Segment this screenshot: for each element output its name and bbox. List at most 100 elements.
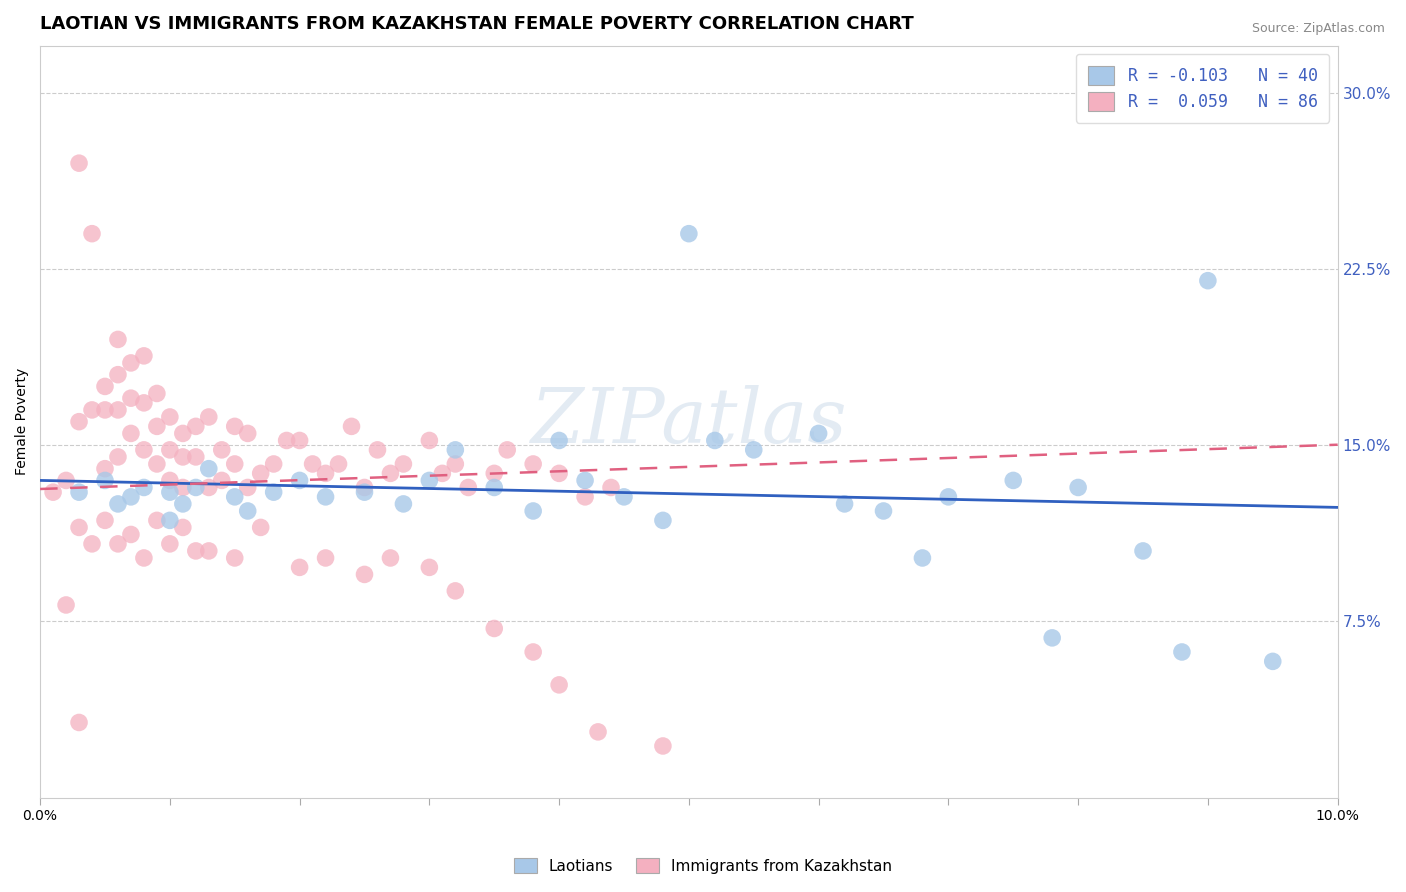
Point [146, 457, 169, 471]
Point [1197, 274, 1219, 288]
Point [236, 504, 259, 518]
Point [249, 520, 271, 534]
Point [159, 409, 181, 424]
Point [301, 457, 323, 471]
Point [249, 467, 271, 481]
Point [55, 474, 77, 488]
Point [42, 485, 65, 500]
Point [600, 480, 623, 494]
Point [288, 560, 311, 574]
Point [184, 450, 207, 464]
Point [548, 467, 571, 481]
Point [67, 715, 90, 730]
Point [184, 480, 207, 494]
Point [574, 490, 596, 504]
Point [703, 434, 725, 448]
Point [392, 457, 415, 471]
Point [484, 480, 506, 494]
Point [94, 379, 117, 393]
Point [172, 426, 194, 441]
Point [67, 520, 90, 534]
Point [1002, 474, 1025, 488]
Point [107, 368, 129, 382]
Point [172, 480, 194, 494]
Point [263, 457, 285, 471]
Point [1261, 654, 1284, 668]
Point [80, 227, 103, 241]
Point [67, 415, 90, 429]
Y-axis label: Female Poverty: Female Poverty [15, 368, 30, 475]
Point [1067, 480, 1090, 494]
Point [159, 474, 181, 488]
Point [807, 426, 830, 441]
Point [496, 442, 519, 457]
Point [457, 480, 479, 494]
Point [120, 490, 142, 504]
Point [132, 480, 155, 494]
Point [146, 419, 169, 434]
Point [651, 513, 673, 527]
Point [132, 442, 155, 457]
Text: ZIPatlas: ZIPatlas [530, 384, 848, 458]
Point [107, 537, 129, 551]
Text: Source: ZipAtlas.com: Source: ZipAtlas.com [1251, 22, 1385, 36]
Point [80, 537, 103, 551]
Point [224, 419, 246, 434]
Point [132, 349, 155, 363]
Point [328, 457, 350, 471]
Point [938, 490, 960, 504]
Point [120, 356, 142, 370]
Point [55, 598, 77, 612]
Point [107, 450, 129, 464]
Point [184, 419, 207, 434]
Point [184, 544, 207, 558]
Legend: Laotians, Immigrants from Kazakhstan: Laotians, Immigrants from Kazakhstan [508, 852, 898, 880]
Point [911, 551, 934, 566]
Point [94, 461, 117, 475]
Point [432, 467, 454, 481]
Point [651, 739, 673, 753]
Point [224, 490, 246, 504]
Point [94, 403, 117, 417]
Point [146, 386, 169, 401]
Point [380, 467, 402, 481]
Point [1040, 631, 1063, 645]
Point [288, 474, 311, 488]
Point [444, 442, 467, 457]
Point [146, 513, 169, 527]
Point [107, 333, 129, 347]
Point [315, 551, 337, 566]
Point [132, 551, 155, 566]
Point [548, 434, 571, 448]
Legend: R = -0.103   N = 40, R =  0.059   N = 86: R = -0.103 N = 40, R = 0.059 N = 86 [1076, 54, 1329, 122]
Point [224, 457, 246, 471]
Point [211, 442, 233, 457]
Point [834, 497, 856, 511]
Point [236, 426, 259, 441]
Point [120, 391, 142, 405]
Point [444, 583, 467, 598]
Text: LAOTIAN VS IMMIGRANTS FROM KAZAKHSTAN FEMALE POVERTY CORRELATION CHART: LAOTIAN VS IMMIGRANTS FROM KAZAKHSTAN FE… [41, 15, 914, 33]
Point [548, 678, 571, 692]
Point [120, 426, 142, 441]
Point [418, 560, 440, 574]
Point [574, 474, 596, 488]
Point [197, 544, 219, 558]
Point [159, 513, 181, 527]
Point [67, 485, 90, 500]
Point [872, 504, 894, 518]
Point [120, 527, 142, 541]
Point [522, 645, 544, 659]
Point [236, 480, 259, 494]
Point [197, 480, 219, 494]
Point [522, 457, 544, 471]
Point [418, 434, 440, 448]
Point [107, 403, 129, 417]
Point [380, 551, 402, 566]
Point [1132, 544, 1154, 558]
Point [276, 434, 298, 448]
Point [353, 480, 375, 494]
Point [263, 485, 285, 500]
Point [353, 567, 375, 582]
Point [522, 504, 544, 518]
